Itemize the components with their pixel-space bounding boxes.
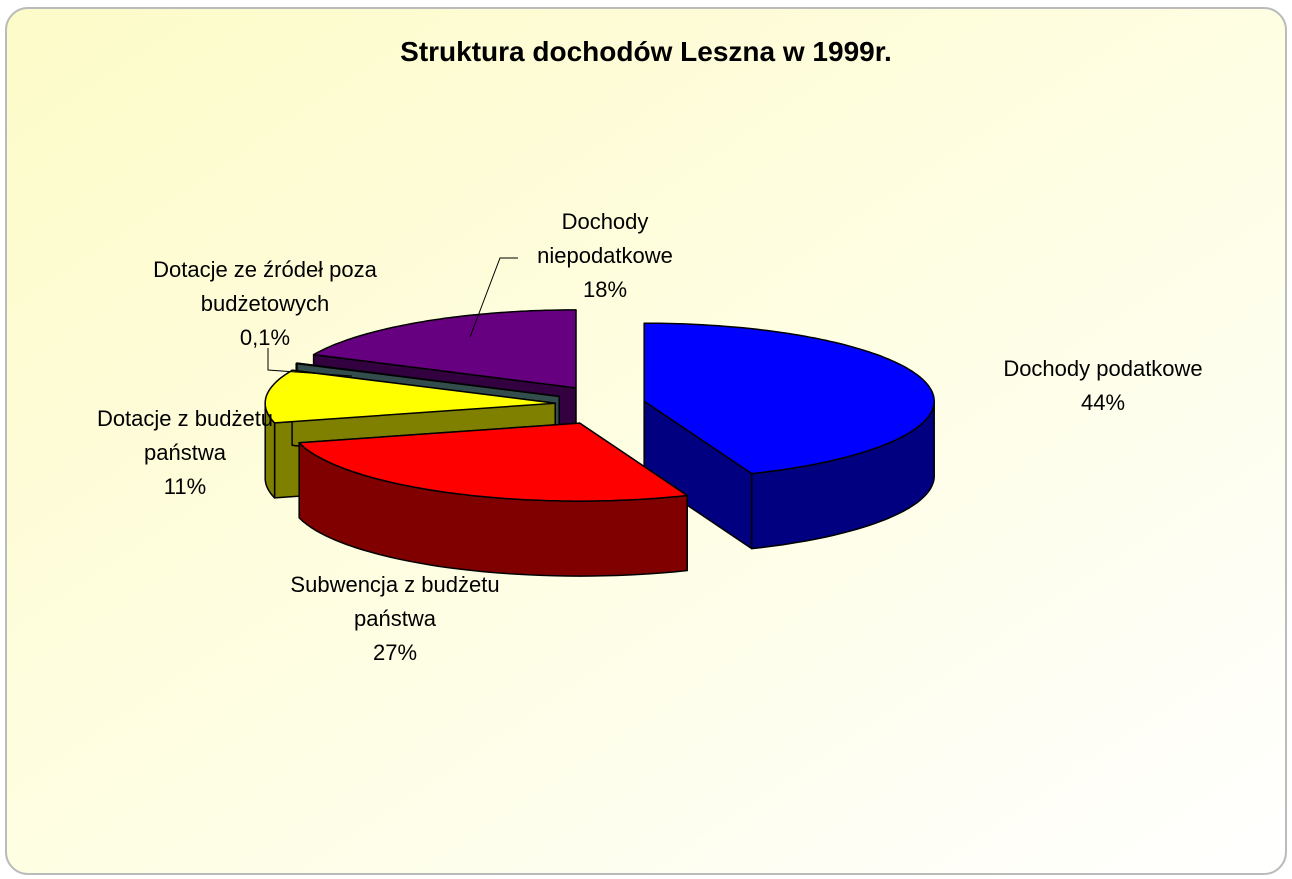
value-label: 27% bbox=[372, 640, 418, 665]
slice-top bbox=[264, 369, 556, 424]
leader-line bbox=[469, 257, 518, 338]
slice-top bbox=[295, 362, 560, 398]
data-label: Subwencja z budżetu państwa 27% bbox=[280, 568, 510, 670]
category-label: Subwencja z budżetu państwa bbox=[290, 572, 500, 631]
category-label: Dotacje ze źródeł poza budżetowych bbox=[153, 257, 377, 316]
category-label: Dochody podatkowe bbox=[1003, 356, 1203, 381]
slice-top bbox=[312, 309, 577, 389]
pie-slice bbox=[643, 322, 935, 550]
category-label: Dochody niepodatkowe bbox=[537, 209, 673, 268]
category-label: Dotacje z budżetu państwa bbox=[96, 406, 274, 465]
data-label: Dotacje z budżetu państwa 11% bbox=[70, 402, 300, 504]
value-label: 44% bbox=[1080, 390, 1126, 415]
slice-top bbox=[298, 422, 688, 502]
value-label: 0,1% bbox=[239, 325, 291, 350]
data-label: Dochody podatkowe 44% bbox=[953, 352, 1253, 420]
data-label: Dotacje ze źródeł poza budżetowych 0,1% bbox=[145, 253, 385, 355]
chart-title: Struktura dochodów Leszna w 1999r. bbox=[400, 36, 892, 67]
pie-slice bbox=[298, 422, 688, 577]
value-label: 18% bbox=[582, 277, 628, 302]
value-label: 11% bbox=[163, 474, 207, 499]
data-label: Dochody niepodatkowe 18% bbox=[505, 205, 705, 307]
slice-top bbox=[643, 322, 935, 475]
leader-line bbox=[267, 348, 353, 377]
